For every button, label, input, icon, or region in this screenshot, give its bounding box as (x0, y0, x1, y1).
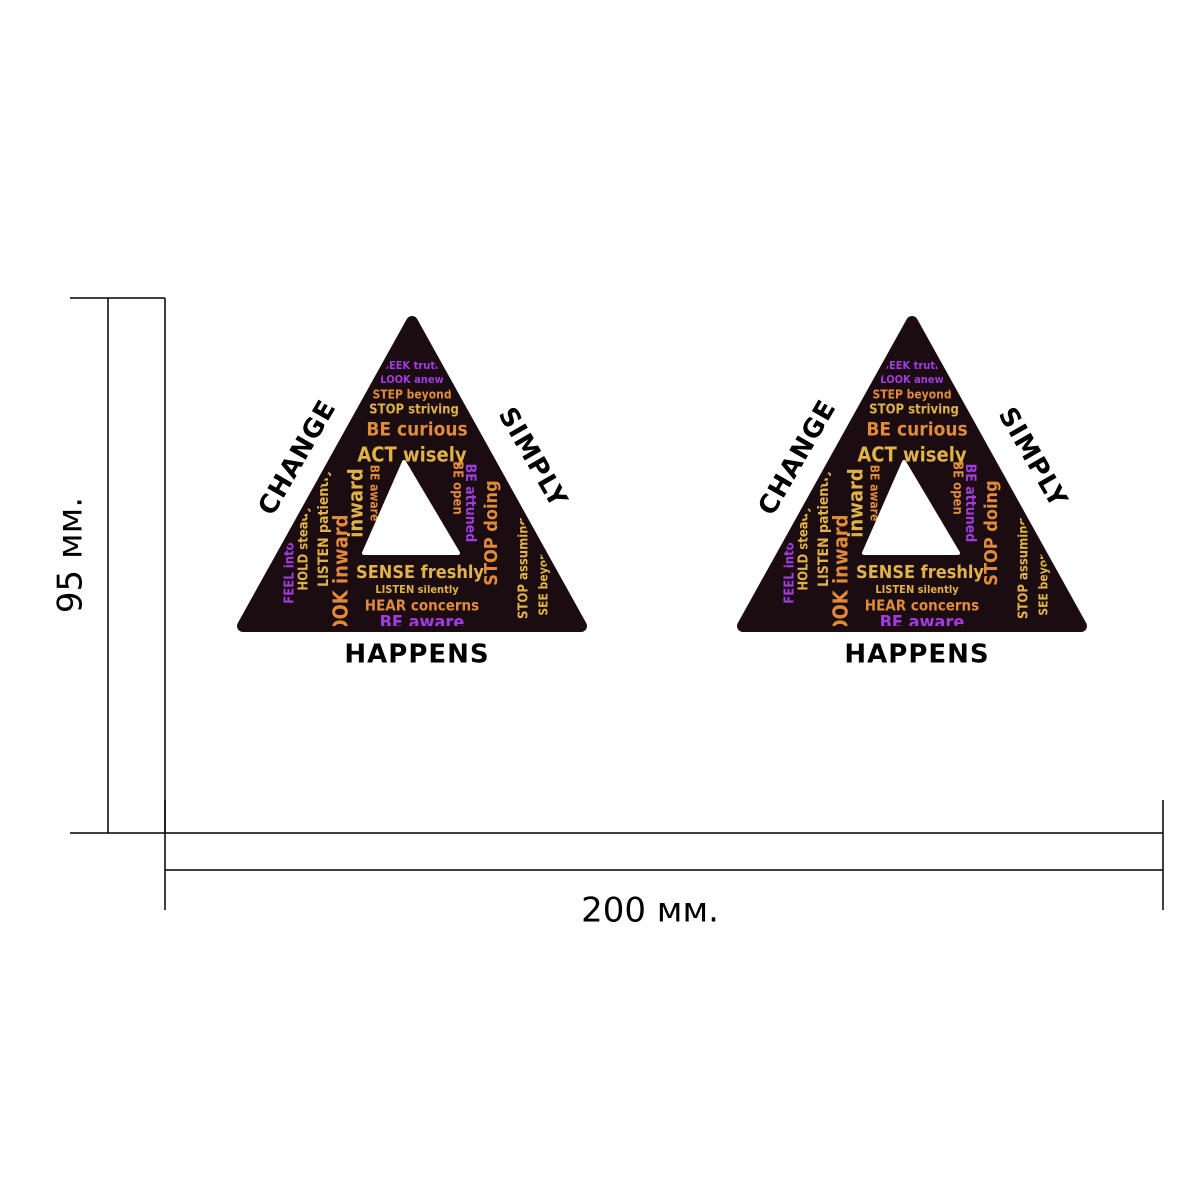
word: LISTEN silently (375, 583, 459, 596)
width-label: 200 мм. (581, 891, 719, 931)
word: BE open (450, 461, 465, 515)
word: ACT wisely (857, 443, 967, 467)
word: STOP doing (481, 480, 502, 585)
word: SENSE freshly (856, 562, 984, 583)
word: BE attuned (962, 464, 978, 543)
word: STOP striving (869, 403, 959, 418)
word: STOP striving (369, 403, 459, 418)
word: FEEL into (783, 542, 798, 603)
word: LISTEN silently (875, 583, 959, 596)
word: BE attuned (462, 464, 478, 543)
word: FEEL into (283, 542, 298, 603)
word: BE aware (868, 465, 882, 522)
word: STOP assuming (517, 517, 532, 619)
word: BE curious (866, 419, 967, 441)
label-bottom: HAPPENS (344, 640, 489, 670)
word: STEP beyond (372, 388, 451, 402)
word: BE aware (380, 612, 465, 633)
word: BE open (950, 461, 965, 515)
word: LOOK anew (880, 373, 943, 386)
sticker-hole (362, 460, 460, 555)
word: BE curious (366, 419, 467, 441)
word: LISTEN patiently (816, 469, 832, 587)
word: ACT wisely (357, 443, 467, 467)
word: LOOK inward (829, 514, 853, 645)
word: inward (344, 468, 368, 538)
word: STEP beyond (872, 388, 951, 402)
word: LOOK inward (329, 514, 353, 645)
word: BE aware (368, 465, 382, 522)
word: SEEK truth (382, 359, 442, 372)
word: HEAR concerns (365, 597, 479, 615)
word: inward (844, 468, 868, 538)
height-label: 95 мм. (51, 497, 91, 613)
word: SENSE freshly (356, 562, 484, 583)
word: SEEK truth (882, 359, 942, 372)
word: BE aware (880, 612, 965, 633)
word: STOP doing (981, 480, 1002, 585)
label-bottom: HAPPENS (844, 640, 989, 670)
word: STOP assuming (1017, 517, 1032, 619)
word: LOOK anew (380, 373, 443, 386)
word: HOLD steady (797, 505, 812, 591)
word: HEAR concerns (865, 597, 979, 615)
word: HOLD steady (297, 505, 312, 591)
word: LISTEN patiently (316, 469, 332, 587)
sticker-hole (862, 460, 960, 555)
